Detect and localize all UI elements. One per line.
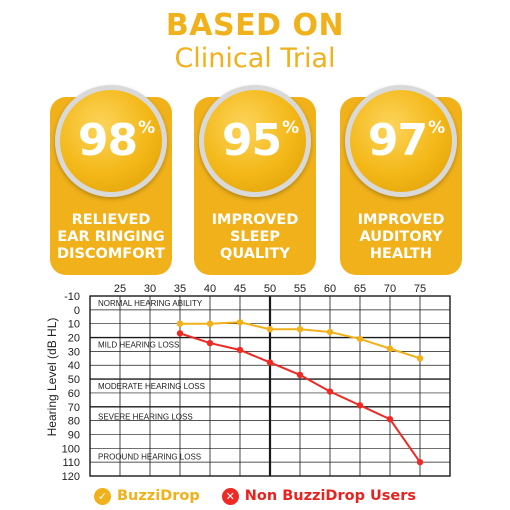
x-tick-label: 25: [114, 283, 126, 295]
legend-label-non-buzzidrop: Non BuzziDrop Users: [244, 488, 417, 504]
zone-label: PROOUND HEARING LOSS: [98, 453, 201, 462]
x-tick-label: 60: [324, 283, 336, 295]
data-point-buzzidrop: [296, 326, 304, 333]
y-tick-label: 30: [68, 346, 80, 358]
data-point-buzzidrop: [416, 355, 424, 362]
data-point-buzzidrop: [356, 335, 364, 343]
x-tick-label: 75: [414, 283, 426, 295]
zone-label: MODERATE HEARING LOSS: [98, 382, 205, 391]
y-axis-title: Hearing Level (dB HL): [45, 318, 59, 437]
x-tick-label: 40: [204, 283, 216, 295]
headline-clinical-trial: Clinical Trial: [174, 43, 336, 74]
data-point-non-buzzidrop: [386, 416, 394, 423]
x-tick-label: 35: [174, 283, 186, 295]
y-tick-label: 100: [62, 443, 80, 455]
stat-badge-1: 98%: [55, 85, 167, 197]
stat-card-2: 95% IMPROVED SLEEP QUALITY: [194, 85, 316, 275]
y-tick-label: 110: [62, 457, 80, 469]
check-icon: ✓: [93, 487, 111, 505]
data-point-buzzidrop: [386, 345, 394, 352]
stat-label-1: RELIEVED EAR RINGING DISCOMFORT: [57, 212, 165, 262]
stat-label-3: IMPROVED AUDITORY HEALTH: [357, 212, 445, 262]
stat-badge-2: 95%: [199, 85, 311, 197]
y-tick-label: 20: [68, 333, 80, 345]
series: [176, 319, 424, 466]
legend-label-buzzidrop: BuzziDrop: [116, 488, 200, 504]
data-point-non-buzzidrop: [296, 371, 304, 379]
close-icon: ✕: [221, 487, 239, 505]
data-point-non-buzzidrop: [416, 458, 424, 466]
data-point-non-buzzidrop: [326, 388, 334, 395]
legend: ✓ BuzziDrop ✕ Non BuzziDrop Users: [0, 485, 510, 507]
x-tick-label: 55: [294, 283, 306, 295]
y-tick-label: 0: [74, 305, 80, 317]
y-tick-label: 60: [68, 388, 80, 400]
stat-card-3: 97% IMPROVED AUDITORY HEALTH: [340, 85, 462, 275]
audiogram-chart: NORMAL HEARING ABILITY MILD HEARING LOSS M…: [45, 283, 451, 482]
data-point-non-buzzidrop: [356, 402, 364, 409]
data-point-non-buzzidrop: [206, 339, 214, 347]
data-point-buzzidrop: [176, 320, 184, 327]
zone-label: SEVERE HEARING LOSS: [98, 412, 193, 421]
stat-card-1: 98% RELIEVED EAR RINGING DISCOMFORT: [50, 85, 172, 275]
stat-label-2: IMPROVED SLEEP QUALITY: [211, 212, 299, 262]
data-point-buzzidrop: [236, 319, 244, 326]
x-tick-label: 50: [264, 283, 276, 295]
tick-labels: 25 30 35 40 45 50 55 60 65 70 75-10010203040506070…: [62, 283, 426, 482]
y-tick-label: 10: [68, 319, 80, 331]
x-tick-label: 30: [144, 283, 156, 295]
data-point-buzzidrop: [326, 328, 334, 336]
x-tick-label: 45: [234, 283, 246, 295]
stat-value-1: 98%: [77, 115, 155, 166]
headline-based-on: BASED ON: [165, 8, 345, 43]
data-point-buzzidrop: [206, 320, 214, 327]
y-tick-label: -10: [64, 291, 80, 303]
legend-item-buzzidrop: ✓ BuzziDrop: [93, 487, 200, 505]
data-point-buzzidrop: [266, 326, 274, 333]
legend-item-non-buzzidrop: ✕ Non BuzziDrop Users: [221, 487, 417, 505]
zone-labels: NORMAL HEARING ABILITY MILD HEARING LOSS M…: [98, 299, 205, 462]
stat-value-3: 97%: [367, 115, 445, 166]
zone-label: MILD HEARING LOSS: [98, 340, 179, 349]
data-point-non-buzzidrop: [266, 359, 274, 366]
y-tick-label: 50: [68, 374, 80, 386]
zone-label: NORMAL HEARING ABILITY: [98, 299, 203, 308]
y-tick-label: 90: [68, 429, 80, 441]
plot-frame: [89, 295, 451, 477]
y-tick-label: 40: [68, 360, 80, 372]
x-tick-label: 65: [354, 283, 366, 295]
data-point-non-buzzidrop: [176, 330, 184, 337]
data-point-non-buzzidrop: [236, 346, 244, 354]
x-tick-label: 70: [384, 283, 396, 295]
y-tick-label: 80: [68, 416, 80, 428]
stat-badge-3: 97%: [345, 85, 457, 197]
stat-value-2: 95%: [221, 115, 299, 166]
y-tick-label: 120: [62, 471, 80, 482]
y-tick-label: 70: [68, 402, 80, 414]
